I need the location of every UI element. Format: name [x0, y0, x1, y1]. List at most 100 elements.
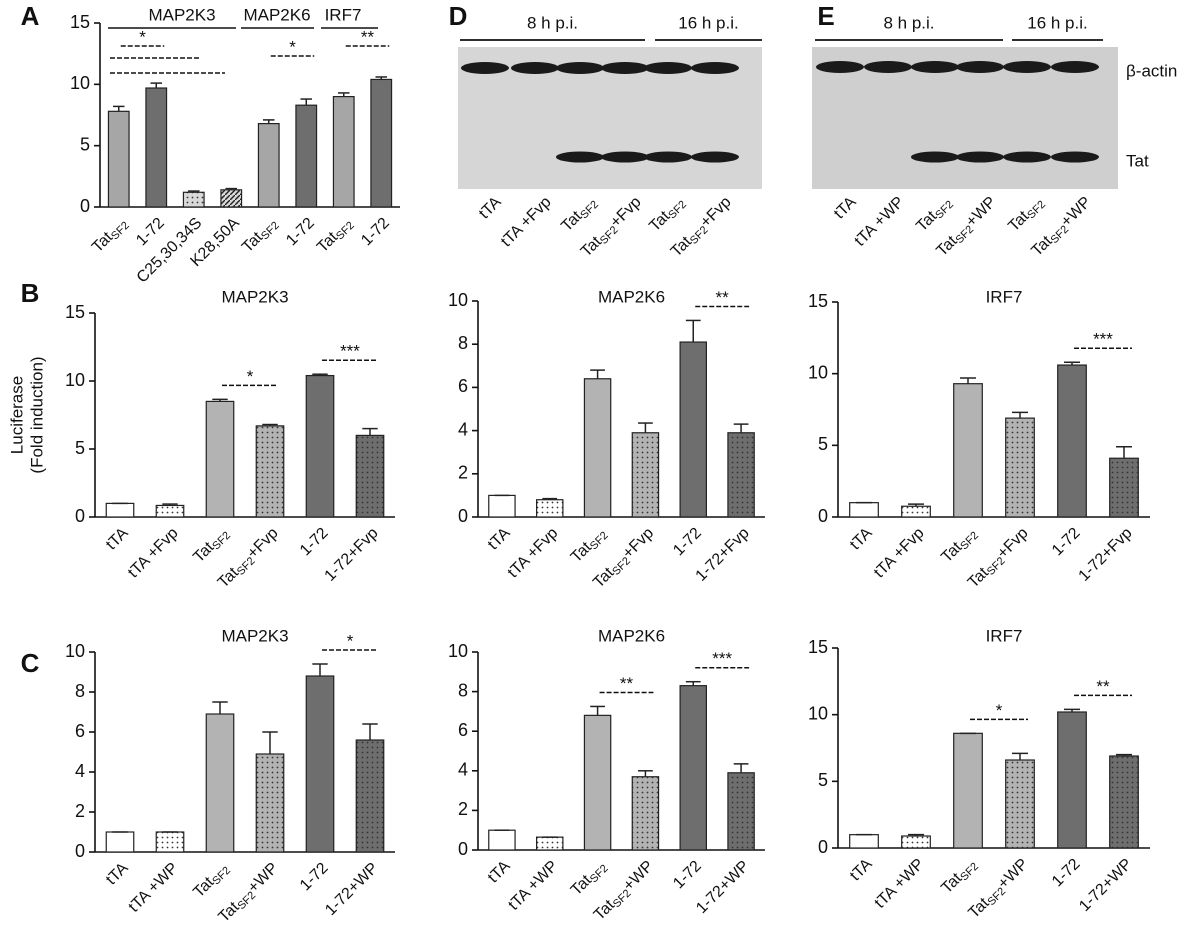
band-actin — [864, 61, 912, 73]
bar — [849, 834, 879, 849]
category-label: tTA +Fvp — [498, 194, 555, 251]
error-bar — [1063, 708, 1081, 712]
band-label: Tat — [1126, 151, 1149, 170]
error-bar — [1011, 752, 1029, 760]
bar — [535, 836, 564, 851]
bar — [155, 504, 185, 518]
y-tick-label: 6 — [458, 720, 468, 740]
blot-header: 8 h p.i. — [527, 13, 578, 32]
band-actin — [644, 62, 692, 74]
bar — [295, 104, 318, 208]
label-text: 1-72+WP — [1076, 856, 1136, 916]
sig-label: * — [139, 27, 146, 46]
label-suffix: +Fvp — [607, 194, 645, 232]
sig-label: * — [347, 631, 354, 650]
category-label: tTA +Fvp — [125, 525, 182, 582]
y-tick-label: 15 — [70, 12, 90, 32]
bar — [182, 191, 205, 208]
category-label: 1-72 — [1049, 525, 1084, 560]
label-text: tTA +WP — [852, 194, 908, 250]
bar — [679, 685, 708, 851]
group-label: MAP2K3 — [148, 5, 215, 24]
chart-title: MAP2K3 — [221, 626, 288, 645]
error-bar — [187, 190, 200, 193]
category-label: tTA +WP — [852, 194, 908, 250]
bar — [305, 374, 335, 518]
y-tick-label: 0 — [818, 506, 828, 526]
bar — [107, 110, 130, 208]
band-tat — [691, 151, 739, 163]
label-text: 1-72 — [670, 525, 705, 560]
group-label: MAP2K6 — [243, 5, 310, 24]
error-bar — [1063, 361, 1081, 366]
y-tick-label: 5 — [818, 770, 828, 790]
category-label: tTA — [847, 525, 876, 554]
label-suffix: +WP — [995, 856, 1032, 893]
label-text: tTA +Fvp — [871, 525, 928, 582]
error-bar — [375, 76, 388, 80]
bar — [727, 772, 755, 851]
label-suffix: +Fvp — [620, 525, 658, 563]
chart-title: MAP2K6 — [598, 626, 665, 645]
category-label: 1-72 — [358, 215, 393, 250]
label-suffix: +Fvp — [994, 525, 1032, 563]
label-text: 1-72 — [358, 215, 393, 250]
category-label: tTA — [476, 194, 505, 223]
y-tick-label: 15 — [808, 291, 828, 311]
bar — [1057, 364, 1087, 518]
label-text: tTA — [485, 858, 514, 887]
category-label: TatSF2 — [558, 194, 601, 237]
error-bar — [685, 319, 701, 343]
y-tick-label: 10 — [65, 641, 85, 661]
chart-title: MAP2K3 — [221, 287, 288, 306]
error-bar — [312, 663, 328, 676]
label-suffix: +WP — [963, 194, 1000, 231]
category-label: tTA +WP — [126, 860, 182, 916]
error-bar — [590, 705, 605, 716]
label-text: tTA — [476, 194, 505, 223]
blot-header: 8 h p.i. — [883, 13, 934, 32]
bar — [631, 432, 660, 518]
error-bar — [959, 377, 977, 384]
label-text: tTA +Fvp — [498, 194, 555, 251]
error-bar — [225, 187, 238, 190]
y-tick-label: 0 — [458, 506, 468, 526]
sig-label: *** — [1093, 330, 1113, 349]
panel-label: B — [21, 278, 40, 308]
label-suffix: +WP — [1058, 194, 1095, 231]
band-actin — [601, 62, 649, 74]
bar — [953, 383, 983, 518]
category-label: 1-72+Fvp — [1076, 525, 1136, 585]
band-tat — [644, 151, 692, 163]
error-bar — [212, 398, 228, 402]
error-bar — [262, 731, 278, 754]
sig-label: ** — [716, 288, 730, 307]
category-label: TatSF2 — [913, 194, 956, 237]
y-tick-label: 6 — [458, 376, 468, 396]
y-tick-label: 8 — [458, 333, 468, 353]
error-bar — [907, 503, 925, 507]
label-text: 1-72 — [297, 525, 332, 560]
category-label: 1-72 — [670, 525, 705, 560]
y-tick-label: 4 — [458, 419, 468, 439]
category-label: TatSF2 — [646, 194, 689, 237]
band-tat — [556, 151, 604, 163]
bar — [205, 713, 235, 853]
y-tick-label: 5 — [818, 434, 828, 454]
label-text: 1-72+Fvp — [1076, 525, 1136, 585]
bar — [355, 739, 385, 853]
panel-label: C — [21, 648, 40, 678]
band-actin — [461, 62, 509, 74]
bar — [305, 675, 335, 853]
bar — [255, 753, 285, 853]
y-axis-label: Luciferase — [7, 376, 26, 454]
label-text: tTA +WP — [126, 860, 182, 916]
category-label: TatSF2 — [190, 860, 233, 903]
category-label: TatSF2 — [938, 856, 981, 899]
bar — [488, 829, 516, 851]
chart-title: MAP2K6 — [598, 287, 665, 306]
bar — [1005, 759, 1035, 849]
bar — [849, 502, 879, 518]
category-label: tTA +WP — [505, 858, 561, 914]
error-bar — [1115, 446, 1133, 459]
